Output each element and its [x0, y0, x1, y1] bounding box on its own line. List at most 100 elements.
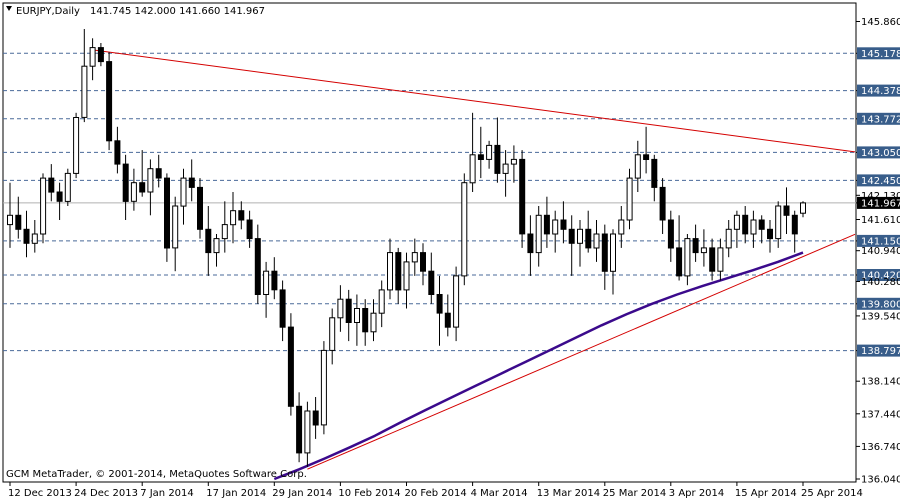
candle[interactable] [709, 238, 716, 281]
candle[interactable] [395, 247, 402, 304]
candle[interactable] [486, 140, 493, 169]
candle[interactable] [238, 201, 245, 230]
candle[interactable] [387, 238, 393, 300]
candle[interactable] [97, 43, 104, 67]
candle[interactable] [48, 164, 55, 202]
candle[interactable] [527, 215, 534, 276]
candle[interactable] [469, 112, 476, 192]
candle[interactable] [64, 168, 71, 206]
candle[interactable] [494, 117, 501, 183]
candle[interactable] [403, 252, 410, 309]
candle[interactable] [362, 299, 369, 346]
candle[interactable] [155, 154, 162, 188]
candle[interactable] [122, 154, 129, 220]
candle[interactable] [585, 210, 592, 253]
candle[interactable] [742, 206, 749, 244]
candle[interactable] [370, 299, 377, 342]
candle[interactable] [634, 140, 641, 192]
candle[interactable] [263, 261, 270, 318]
candle[interactable] [436, 275, 443, 346]
candle[interactable] [651, 154, 658, 202]
candle[interactable] [296, 392, 303, 463]
candle[interactable] [593, 220, 600, 262]
resistance-trendline[interactable] [92, 49, 856, 153]
candle[interactable] [684, 234, 691, 286]
candle[interactable] [477, 126, 484, 179]
candle[interactable] [725, 220, 732, 258]
candle[interactable] [56, 182, 63, 220]
candle[interactable] [147, 159, 154, 216]
candle[interactable] [577, 220, 583, 267]
candle[interactable] [197, 178, 203, 239]
candle[interactable] [568, 215, 575, 276]
candle[interactable] [31, 220, 38, 253]
candle[interactable] [81, 29, 88, 123]
candle[interactable] [618, 206, 625, 248]
candle[interactable] [519, 150, 526, 248]
candle[interactable] [345, 289, 352, 342]
candle[interactable] [188, 159, 195, 202]
candle[interactable] [172, 196, 179, 272]
candle[interactable] [453, 266, 460, 342]
candle[interactable] [791, 210, 798, 253]
candle[interactable] [130, 168, 137, 211]
moving-average-line[interactable] [273, 251, 804, 481]
candle[interactable] [428, 252, 435, 304]
candle[interactable] [733, 210, 740, 248]
candle[interactable] [164, 173, 170, 262]
candle[interactable] [114, 126, 121, 174]
candle[interactable] [411, 238, 418, 276]
candle[interactable] [667, 210, 674, 262]
candle[interactable] [767, 220, 773, 253]
candle[interactable] [312, 397, 319, 439]
candle[interactable] [279, 280, 286, 342]
candle[interactable] [89, 38, 96, 81]
candle[interactable] [139, 150, 146, 197]
candle[interactable] [337, 285, 344, 332]
candle[interactable] [700, 229, 707, 267]
candle[interactable] [510, 145, 517, 183]
candle[interactable] [23, 210, 30, 258]
candle[interactable] [461, 173, 468, 286]
candle[interactable] [354, 294, 360, 346]
candle[interactable] [205, 206, 212, 276]
support-trendline[interactable] [307, 233, 856, 470]
candle[interactable] [420, 243, 426, 286]
candle[interactable] [800, 201, 806, 218]
candle[interactable] [610, 229, 616, 295]
candle[interactable] [7, 182, 13, 248]
candle[interactable] [15, 196, 22, 239]
candle[interactable] [560, 201, 567, 244]
candle[interactable] [304, 401, 311, 467]
candle[interactable] [230, 192, 237, 244]
candle[interactable] [106, 52, 113, 151]
candle[interactable] [750, 210, 757, 248]
candle[interactable] [535, 206, 542, 267]
candle[interactable] [601, 224, 608, 290]
candle[interactable] [775, 201, 782, 248]
candle[interactable] [221, 201, 228, 253]
candle[interactable] [659, 178, 666, 234]
candle[interactable] [213, 234, 220, 267]
candle[interactable] [676, 215, 683, 281]
candle[interactable] [552, 210, 559, 253]
candle[interactable] [329, 308, 336, 365]
candle[interactable] [73, 112, 80, 179]
candle[interactable] [502, 150, 509, 197]
candle[interactable] [287, 313, 294, 416]
candle[interactable] [692, 224, 699, 262]
candle[interactable] [320, 341, 327, 435]
candle[interactable] [783, 187, 790, 234]
candle[interactable] [758, 215, 765, 244]
candle[interactable] [180, 168, 187, 225]
candle[interactable] [444, 294, 451, 337]
candle[interactable] [717, 238, 724, 281]
candle[interactable] [378, 280, 385, 328]
candle[interactable] [543, 196, 550, 248]
candle[interactable] [626, 168, 633, 230]
candle[interactable] [643, 126, 650, 174]
candle[interactable] [246, 210, 253, 248]
candle[interactable] [40, 173, 47, 244]
candle[interactable] [254, 224, 261, 304]
